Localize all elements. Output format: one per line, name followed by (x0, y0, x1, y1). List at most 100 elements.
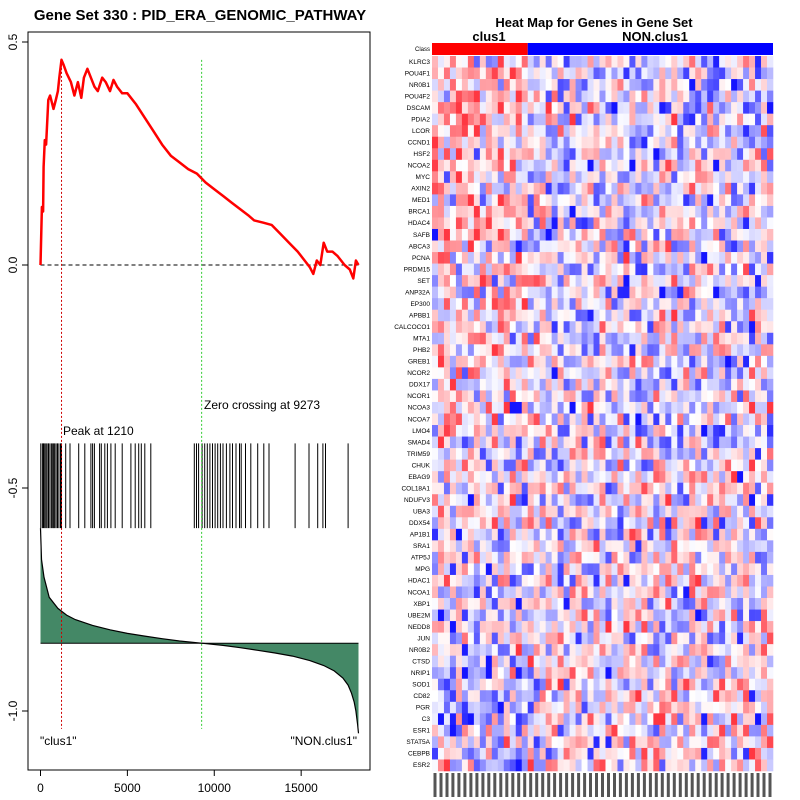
heat-cell (725, 355, 732, 368)
heat-cell (743, 644, 750, 656)
heat-cell (461, 517, 469, 530)
heat-cell (599, 621, 606, 633)
heat-cell (761, 551, 768, 564)
heat-cell (437, 598, 445, 610)
heat-cell (563, 436, 570, 449)
heat-cell (551, 205, 558, 218)
heat-cell (479, 609, 487, 622)
heat-cell (473, 747, 481, 760)
heat-cell (527, 275, 534, 287)
heat-cell (539, 275, 546, 287)
heat-cell (527, 113, 534, 126)
axes: 0.50.0-0.5-1.00 5000 10000 15000 (6, 33, 318, 795)
heat-cell (683, 563, 690, 576)
heat-cell (695, 540, 702, 553)
heat-cell (449, 701, 457, 714)
heat-cell (737, 252, 744, 264)
sample-label (648, 773, 652, 797)
heat-cell (605, 286, 612, 299)
heat-cell (533, 448, 540, 460)
heat-cell (629, 171, 636, 184)
heat-cell (629, 505, 636, 518)
heat-cell (473, 275, 481, 287)
heat-cell (575, 67, 582, 80)
heat-cell (629, 459, 636, 472)
heat-cell (749, 136, 756, 149)
heat-cell (641, 551, 648, 564)
heat-cell (635, 528, 642, 541)
heat-cell (539, 252, 546, 264)
heat-cell (575, 56, 582, 68)
heat-cell (611, 321, 618, 334)
heat-cell (653, 551, 660, 564)
heat-cell (467, 390, 475, 403)
heat-cell (665, 217, 672, 230)
heat-cell (551, 494, 558, 507)
heat-cell (569, 355, 576, 368)
heat-cell (443, 56, 451, 68)
heat-cell (689, 724, 696, 737)
heat-cell (701, 367, 708, 380)
heat-cell (701, 286, 708, 299)
heat-cell (695, 425, 702, 437)
heat-cell (485, 321, 493, 334)
heat-cell (491, 632, 499, 645)
heat-cell (731, 344, 738, 357)
heat-cell (527, 436, 534, 449)
heat-cell (761, 90, 768, 103)
heat-cell (611, 528, 618, 541)
heat-cell (725, 378, 732, 391)
heat-cell (461, 540, 469, 553)
heat-cell (485, 182, 493, 195)
heat-cell (713, 713, 720, 726)
heat-cell (689, 413, 696, 426)
heat-cell (593, 494, 600, 507)
heat-cell (599, 194, 606, 207)
heat-cell (761, 644, 768, 656)
heat-cell (599, 298, 606, 311)
heat-cell (599, 286, 606, 299)
heat-cell (635, 713, 642, 726)
heat-cell (563, 217, 570, 230)
heat-cell (665, 644, 672, 656)
heat-cell (695, 598, 702, 610)
heat-cell (515, 482, 523, 495)
heat-cell (455, 459, 463, 472)
heat-cell (761, 159, 768, 172)
heat-cell (671, 551, 678, 564)
heat-cell (611, 551, 618, 564)
heat-cell (557, 448, 564, 460)
heat-cell (737, 655, 744, 668)
heat-cell (749, 67, 756, 80)
heat-cell (725, 563, 732, 576)
heat-cell (545, 448, 552, 460)
heat-cell (575, 540, 582, 553)
heat-cell (737, 517, 744, 530)
heat-cell (479, 367, 487, 380)
heat-cell (599, 425, 606, 437)
heat-cell (713, 505, 720, 518)
heat-cell (479, 747, 487, 760)
heat-cell (623, 425, 630, 437)
heat-cell (521, 690, 529, 703)
heat-cell (491, 448, 499, 460)
heat-cell (587, 79, 594, 91)
heat-cell (683, 413, 690, 426)
heat-cell (557, 321, 564, 334)
heat-cell (677, 436, 684, 449)
heat-cell (539, 736, 546, 749)
heat-cell (683, 690, 690, 703)
heat-cell (635, 644, 642, 656)
heat-cell (629, 217, 636, 230)
heat-cell (599, 448, 606, 460)
heat-cell (731, 436, 738, 449)
heat-cell (731, 482, 738, 495)
heat-cell (437, 517, 445, 530)
heat-cell (479, 494, 487, 507)
heat-cell (521, 355, 529, 368)
heat-cell (581, 102, 588, 114)
heat-cell (701, 747, 708, 760)
heat-cell (761, 252, 768, 264)
heat-cell (575, 90, 582, 103)
heat-cell (701, 67, 708, 80)
